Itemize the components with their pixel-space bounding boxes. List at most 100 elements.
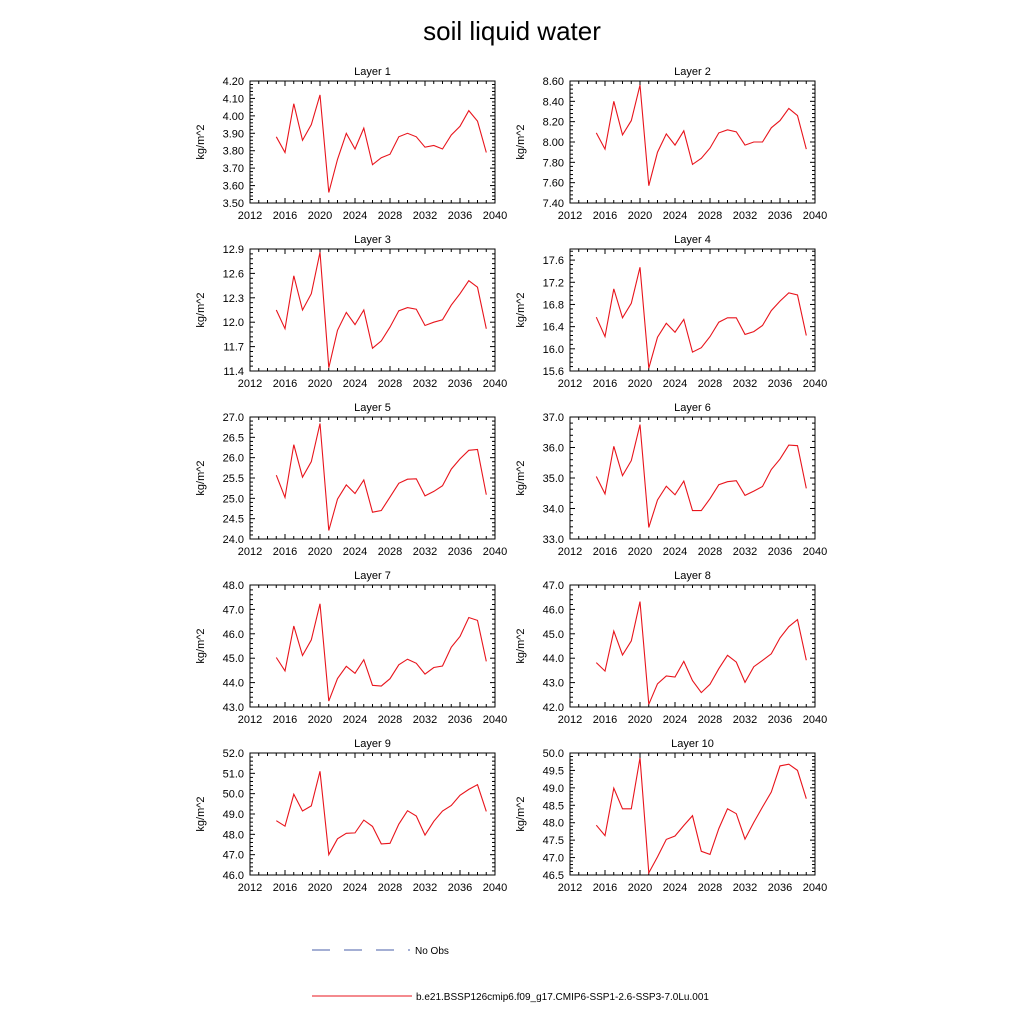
y-axis-label: kg/m^2 (195, 124, 207, 159)
y-tick-label: 8.60 (543, 76, 564, 88)
x-tick-label: 2012 (558, 546, 582, 558)
plot-frame (569, 584, 816, 708)
legend-model-label: b.e21.BSSP126cmip6.f09_g17.CMIP6-SSP1-2.… (416, 992, 709, 1003)
y-tick-label: 12.3 (223, 293, 244, 305)
y-tick-label: 3.70 (223, 163, 244, 175)
y-tick-label: 49.5 (543, 765, 564, 777)
x-tick-label: 2032 (413, 378, 437, 390)
y-tick-label: 49.0 (543, 783, 564, 795)
plot-frame (249, 248, 496, 372)
y-tick-label: 24.5 (223, 514, 244, 526)
y-tick-label: 16.8 (543, 299, 564, 311)
y-tick-label: 25.0 (223, 493, 244, 505)
panel-title: Layer 2 (674, 66, 711, 78)
panel-title: Layer 3 (354, 234, 391, 246)
series-line (595, 267, 807, 369)
y-tick-label: 46.0 (223, 870, 244, 882)
series-line (595, 601, 807, 705)
x-tick-label: 2016 (273, 714, 297, 726)
x-tick-label: 2020 (628, 546, 652, 558)
y-tick-label: 35.0 (543, 473, 564, 485)
panel-title: Layer 4 (674, 234, 711, 246)
y-tick-label: 51.0 (223, 768, 244, 780)
x-tick-label: 2036 (768, 882, 792, 894)
x-tick-label: 2036 (448, 882, 472, 894)
x-tick-label: 2028 (698, 714, 722, 726)
x-tick-label: 2020 (308, 882, 332, 894)
panel-title: Layer 6 (674, 402, 711, 414)
panel-layer-7: Layer 7 kg/m^2 2012 2016 2020 2024 2028 2032 203… (195, 570, 507, 726)
x-tick-label: 2040 (803, 882, 827, 894)
y-axis-label: kg/m^2 (515, 628, 527, 663)
panel-title: Layer 10 (671, 738, 714, 750)
y-tick-label: 49.0 (223, 809, 244, 821)
x-tick-label: 2036 (448, 714, 472, 726)
panel-layer-6: Layer 6 kg/m^2 2012 2016 2020 2024 2028 2032 203… (515, 402, 827, 558)
x-tick-label: 2024 (663, 882, 687, 894)
x-tick-label: 2028 (378, 546, 402, 558)
x-tick-label: 2024 (343, 210, 367, 222)
x-tick-label: 2040 (803, 546, 827, 558)
y-axis-label: kg/m^2 (195, 460, 207, 495)
panels: Layer 1 kg/m^2 2012 2016 2020 2024 2028 2032 203… (195, 66, 827, 894)
y-axis-label: kg/m^2 (195, 292, 207, 327)
plot-frame (249, 416, 496, 540)
x-tick-label: 2040 (483, 546, 507, 558)
y-tick-label: 48.0 (223, 829, 244, 841)
y-tick-label: 36.0 (543, 443, 564, 455)
y-tick-label: 45.0 (223, 653, 244, 665)
y-tick-label: 26.5 (223, 432, 244, 444)
y-axis-label: kg/m^2 (515, 796, 527, 831)
x-tick-label: 2032 (733, 378, 757, 390)
x-tick-label: 2028 (698, 882, 722, 894)
panel-layer-8: Layer 8 kg/m^2 2012 2016 2020 2024 2028 2032 203… (515, 570, 827, 726)
figure-title: soil liquid water (423, 16, 601, 46)
y-axis-label: kg/m^2 (515, 124, 527, 159)
panel-layer-4: Layer 4 kg/m^2 2012 2016 2020 2024 2028 2032 203… (515, 234, 827, 390)
x-tick-label: 2036 (768, 210, 792, 222)
x-tick-label: 2016 (593, 378, 617, 390)
y-tick-label: 12.6 (223, 268, 244, 280)
x-tick-label: 2040 (803, 210, 827, 222)
y-tick-label: 7.80 (543, 157, 564, 169)
legend: No Obs b.e21.BSSP126cmip6.f09_g17.CMIP6-… (312, 946, 709, 1003)
series-line (595, 84, 807, 186)
series-line (595, 424, 807, 528)
x-tick-label: 2040 (483, 378, 507, 390)
x-tick-label: 2040 (483, 882, 507, 894)
x-tick-label: 2020 (628, 210, 652, 222)
x-tick-label: 2032 (413, 210, 437, 222)
y-tick-label: 42.0 (543, 702, 564, 714)
x-tick-label: 2012 (238, 378, 262, 390)
x-tick-label: 2012 (558, 714, 582, 726)
x-tick-label: 2028 (378, 882, 402, 894)
x-tick-label: 2040 (803, 378, 827, 390)
y-tick-label: 12.0 (223, 317, 244, 329)
y-tick-label: 3.60 (223, 181, 244, 193)
panel-title: Layer 1 (354, 66, 391, 78)
y-tick-label: 50.0 (543, 748, 564, 760)
panel-title: Layer 7 (354, 570, 391, 582)
y-tick-label: 46.0 (223, 629, 244, 641)
plot-frame (569, 416, 816, 540)
y-tick-label: 3.50 (223, 198, 244, 210)
y-tick-label: 48.5 (543, 800, 564, 812)
x-tick-label: 2012 (238, 546, 262, 558)
y-axis-label: kg/m^2 (515, 292, 527, 327)
x-tick-label: 2012 (558, 210, 582, 222)
y-tick-label: 7.60 (543, 178, 564, 190)
panel-layer-10: Layer 10 kg/m^2 2012 2016 2020 2024 2028 2032 20… (515, 738, 827, 894)
x-tick-label: 2036 (448, 378, 472, 390)
series-line (275, 603, 487, 702)
panel-layer-3: Layer 3 kg/m^2 2012 2016 2020 2024 2028 2032 203… (195, 234, 507, 390)
y-tick-label: 47.0 (543, 580, 564, 592)
x-tick-label: 2040 (483, 210, 507, 222)
panel-title: Layer 8 (674, 570, 711, 582)
y-tick-label: 46.5 (543, 870, 564, 882)
x-tick-label: 2036 (768, 714, 792, 726)
x-tick-label: 2036 (768, 546, 792, 558)
y-tick-label: 52.0 (223, 748, 244, 760)
series-line (275, 94, 487, 193)
x-tick-label: 2028 (698, 546, 722, 558)
x-tick-label: 2016 (273, 210, 297, 222)
